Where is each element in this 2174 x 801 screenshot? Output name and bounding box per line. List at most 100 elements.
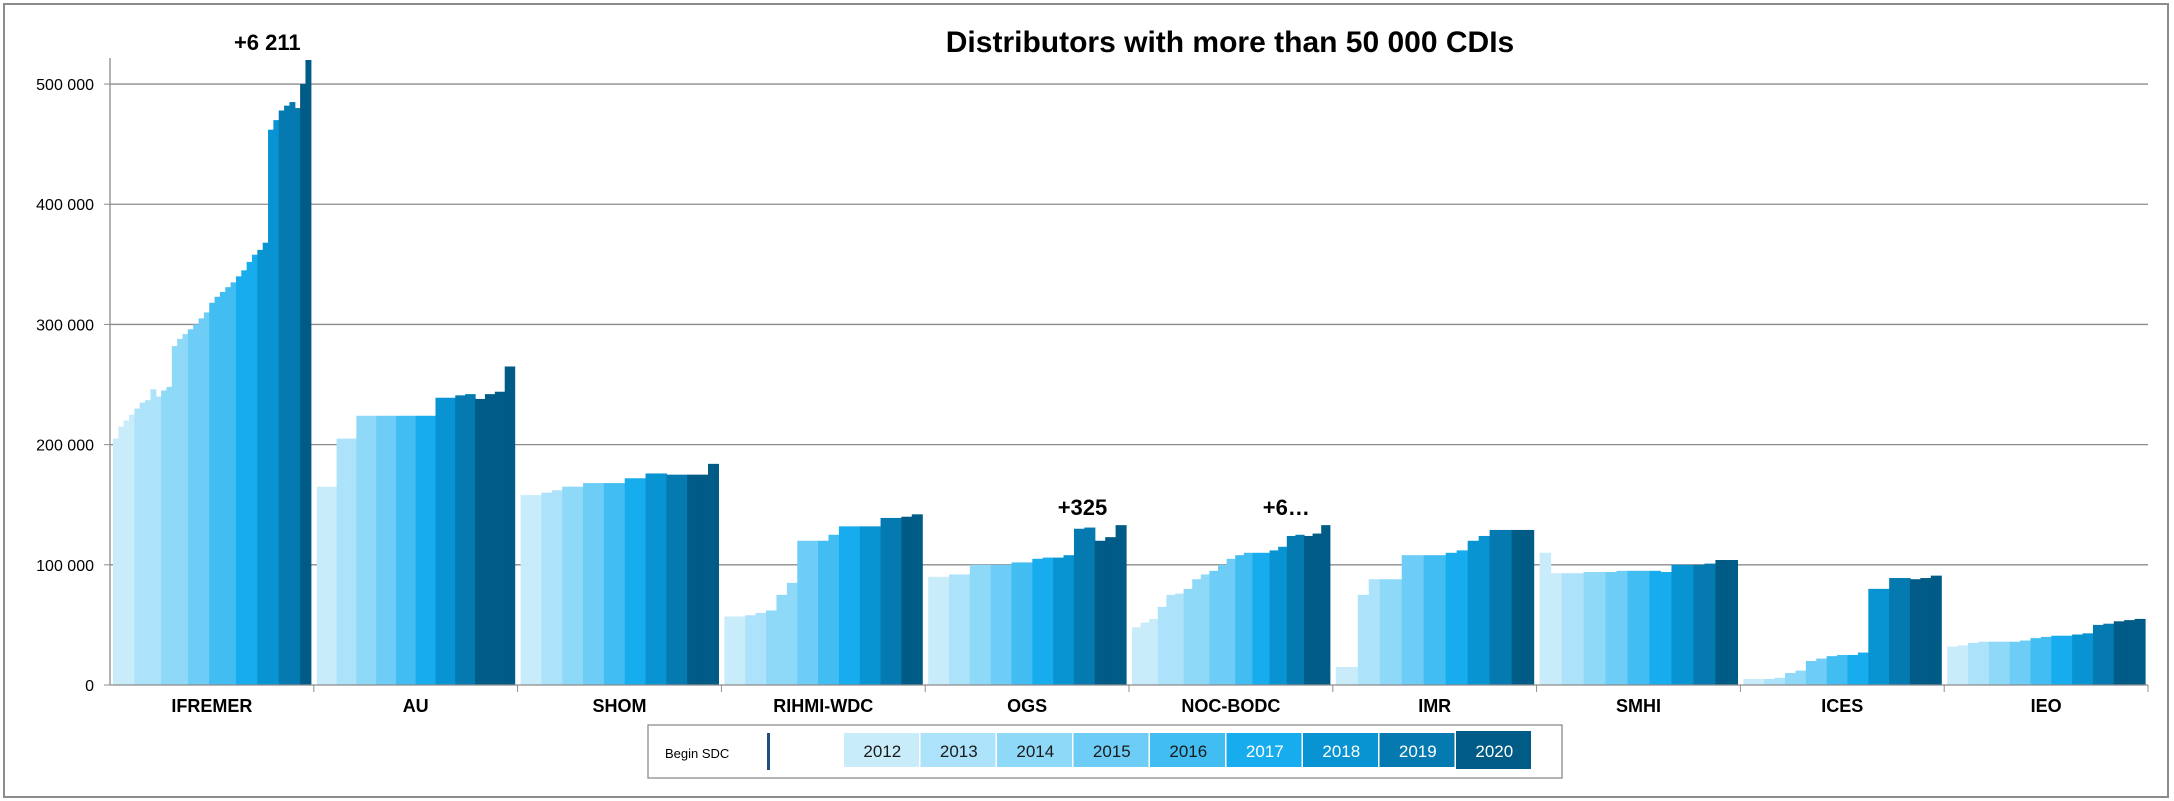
legend-swatch (920, 733, 996, 767)
bar-segment (1183, 588, 1193, 685)
bar-segment (300, 84, 307, 686)
bar-segment (614, 483, 626, 685)
bar-segment (1704, 563, 1717, 685)
bar-segment (1132, 627, 1142, 685)
bar-segment (1001, 564, 1013, 685)
bar-segment (219, 291, 226, 685)
bar-segment (2051, 635, 2063, 685)
bar-segment (666, 474, 678, 685)
bar-segment (1583, 572, 1596, 685)
y-tick-label: 300 000 (36, 317, 94, 334)
bar-segment (1726, 560, 1738, 685)
bar-segment (1445, 552, 1458, 685)
bar-segment (1423, 555, 1436, 685)
bar-segment (969, 564, 981, 685)
begin-sdc-marker (767, 733, 770, 770)
bar-segment (1837, 654, 1849, 685)
bar-segment (1930, 575, 1942, 686)
bar-segment (766, 610, 778, 685)
bar-segment (284, 105, 291, 686)
bar-segment (655, 473, 667, 685)
bar-segment (150, 389, 157, 685)
legend-year-label: 2014 (1016, 742, 1054, 761)
bar-segment (755, 612, 767, 685)
bar-segment (786, 582, 798, 685)
bar-segment (1094, 540, 1106, 685)
bar-segment (1847, 654, 1859, 685)
x-tick-label: SMHI (1616, 696, 1661, 716)
bar-segment (145, 400, 152, 685)
bar-segment (1826, 656, 1838, 685)
bar-segment (1226, 558, 1236, 685)
bar-segment (2020, 640, 2032, 685)
bar-segment (386, 415, 397, 685)
x-tick-label: IEO (2031, 696, 2062, 716)
bar-segment (2124, 620, 2136, 685)
legend-year-label: 2019 (1399, 742, 1437, 761)
bar-segment (687, 474, 699, 685)
bar-segment (1401, 555, 1414, 685)
bar-segment (1899, 578, 1911, 685)
legend-swatch (844, 733, 919, 767)
bar-segment (1346, 666, 1359, 685)
bar-segment (346, 438, 357, 685)
bar-segment (123, 420, 130, 685)
bar-segment (1522, 529, 1535, 685)
bar-segment (707, 463, 719, 685)
bar-segment (1053, 557, 1065, 685)
chart-title: Distributors with more than 50 000 CDIs (946, 26, 1514, 59)
bar-segment (2061, 635, 2073, 685)
bar-segment (541, 492, 553, 685)
bar-segment (193, 324, 200, 685)
x-axis: IFREMER AU SHOM RIHMI-WDC OGS NOC-BODC IMR SMHI… (110, 684, 2149, 716)
bar-segment (241, 270, 248, 685)
legend-year-label: 2013 (940, 742, 978, 761)
bar-segment (2040, 636, 2052, 685)
bar-segment (697, 474, 709, 685)
bar-segment (161, 390, 168, 685)
bar-segment (1715, 560, 1728, 685)
bar-segment (465, 394, 476, 685)
bar-segment (1785, 672, 1797, 685)
bar-segment (1693, 564, 1706, 685)
legend: Begin SDC 2012 2013 2014 2015 2016 2017 2018 201… (647, 724, 1563, 779)
bar-segment (1909, 579, 1921, 685)
legend-swatch (1303, 733, 1378, 767)
bar-segment (583, 483, 595, 685)
bar-segment (2072, 634, 2084, 685)
bar-segment (1795, 670, 1807, 685)
legend-swatch (1073, 733, 1149, 767)
bar-segment (2103, 623, 2115, 685)
bar-segment (1999, 641, 2011, 685)
bar-segment (198, 318, 205, 685)
bar-segment (980, 564, 992, 685)
legend-year-label: 2016 (1169, 742, 1207, 761)
bar-segment (129, 414, 135, 685)
bar-segment (251, 254, 258, 685)
bar-segment (118, 426, 125, 685)
legend-swatch (1226, 733, 1302, 767)
bar-segment (1489, 529, 1502, 685)
bar-segment (1500, 529, 1513, 685)
legend-swatch (1150, 733, 1225, 767)
bar-segment (1269, 550, 1279, 685)
bar-segment (676, 474, 688, 685)
annotations: +6 211 +325 +6… (234, 30, 1310, 520)
bar-segment (1368, 579, 1381, 685)
bar-segment (494, 391, 506, 685)
bar-segment (949, 574, 961, 685)
bar-segment (139, 402, 146, 685)
legend-year-label: 2018 (1322, 742, 1360, 761)
bar-segment (572, 486, 584, 685)
bar-segment (928, 576, 940, 685)
bar-segment (1312, 533, 1322, 685)
bar-segment (1805, 660, 1817, 685)
bar-segment (171, 346, 178, 685)
x-tick-label: SHOM (593, 696, 647, 716)
bar-segment (257, 249, 264, 685)
bar-segment (635, 478, 647, 685)
bar-segment (2082, 633, 2094, 685)
legend-year-label: 2020 (1475, 742, 1513, 761)
bar-segment (1561, 573, 1574, 685)
